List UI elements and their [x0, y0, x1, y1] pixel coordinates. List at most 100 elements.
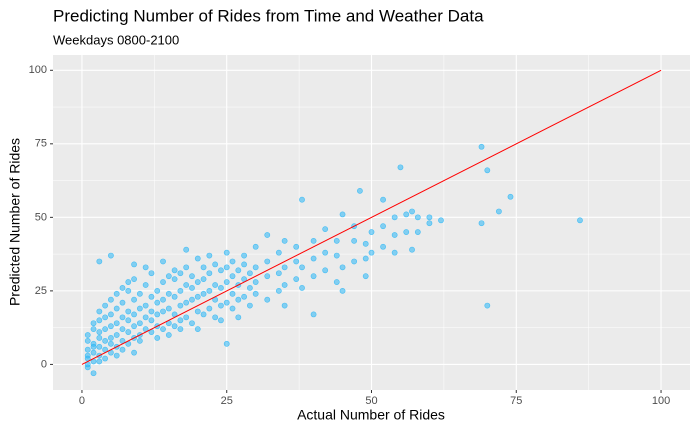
point: [229, 273, 236, 280]
y-tick-label: 100: [29, 64, 47, 76]
point: [212, 314, 219, 321]
point: [293, 243, 300, 250]
point: [200, 311, 207, 318]
point: [90, 320, 97, 327]
point: [183, 282, 190, 288]
point: [160, 308, 166, 315]
point: [339, 264, 346, 271]
x-axis-title: Actual Number of Rides: [297, 407, 445, 423]
point: [200, 264, 207, 271]
point: [119, 314, 126, 321]
point: [160, 326, 166, 333]
point: [165, 332, 172, 338]
point: [252, 290, 259, 297]
point: [235, 314, 242, 321]
y-tick-label: 25: [35, 285, 47, 297]
point: [293, 276, 300, 283]
x-tick-label: 50: [365, 395, 377, 407]
point: [218, 317, 224, 324]
point: [96, 329, 103, 335]
point: [281, 264, 288, 271]
point: [183, 314, 190, 321]
point: [223, 249, 230, 256]
point: [478, 143, 485, 150]
point: [119, 346, 126, 353]
point: [426, 214, 433, 221]
x-tick-label: 25: [221, 395, 233, 407]
point: [189, 296, 195, 303]
point: [160, 296, 166, 303]
point: [131, 276, 137, 283]
point: [299, 264, 305, 271]
point: [136, 320, 143, 327]
point: [310, 273, 317, 280]
point: [223, 264, 230, 271]
point: [403, 229, 410, 235]
point: [200, 276, 207, 283]
point: [246, 302, 253, 309]
x-tick-label: 100: [652, 395, 670, 407]
point: [206, 270, 213, 277]
point: [136, 290, 143, 297]
point: [96, 308, 103, 315]
point: [391, 249, 398, 256]
point: [362, 240, 369, 247]
point: [281, 237, 288, 244]
point: [229, 290, 236, 297]
chart-title: Predicting Number of Rides from Time and…: [53, 6, 484, 25]
point: [380, 243, 386, 250]
point: [113, 332, 120, 338]
point: [351, 258, 358, 265]
point: [119, 326, 126, 333]
point: [391, 214, 398, 221]
point: [212, 282, 219, 288]
x-tick-label: 75: [510, 395, 522, 407]
point: [281, 302, 288, 309]
point: [409, 246, 415, 253]
point: [218, 302, 224, 309]
point: [142, 264, 149, 271]
point: [339, 211, 346, 218]
point: [189, 320, 195, 327]
point: [108, 252, 114, 259]
point: [223, 279, 230, 285]
point: [495, 208, 502, 215]
point: [102, 302, 109, 309]
point: [380, 196, 386, 203]
point: [397, 164, 404, 171]
point: [177, 317, 184, 324]
point: [84, 346, 91, 353]
point: [264, 232, 271, 238]
point: [333, 237, 340, 244]
point: [131, 349, 137, 356]
point: [368, 229, 375, 235]
point: [426, 220, 433, 227]
reference-line: [81, 69, 662, 365]
point: [102, 355, 109, 362]
point: [136, 305, 143, 312]
point: [362, 255, 369, 262]
point: [84, 337, 91, 344]
y-tick-label: 0: [41, 358, 47, 370]
point: [264, 258, 271, 265]
point: [148, 293, 155, 300]
point: [84, 352, 91, 359]
point: [125, 329, 132, 335]
point: [333, 279, 340, 285]
point: [142, 302, 149, 309]
point: [96, 317, 103, 324]
point: [189, 273, 195, 280]
point: [507, 193, 514, 200]
point: [409, 208, 415, 215]
point: [194, 279, 201, 285]
point: [131, 323, 137, 330]
point: [310, 237, 317, 244]
point: [414, 229, 421, 235]
point: [154, 311, 161, 318]
point: [252, 279, 259, 285]
point: [264, 296, 271, 303]
point: [113, 320, 120, 327]
point: [229, 305, 236, 312]
point: [165, 273, 172, 280]
